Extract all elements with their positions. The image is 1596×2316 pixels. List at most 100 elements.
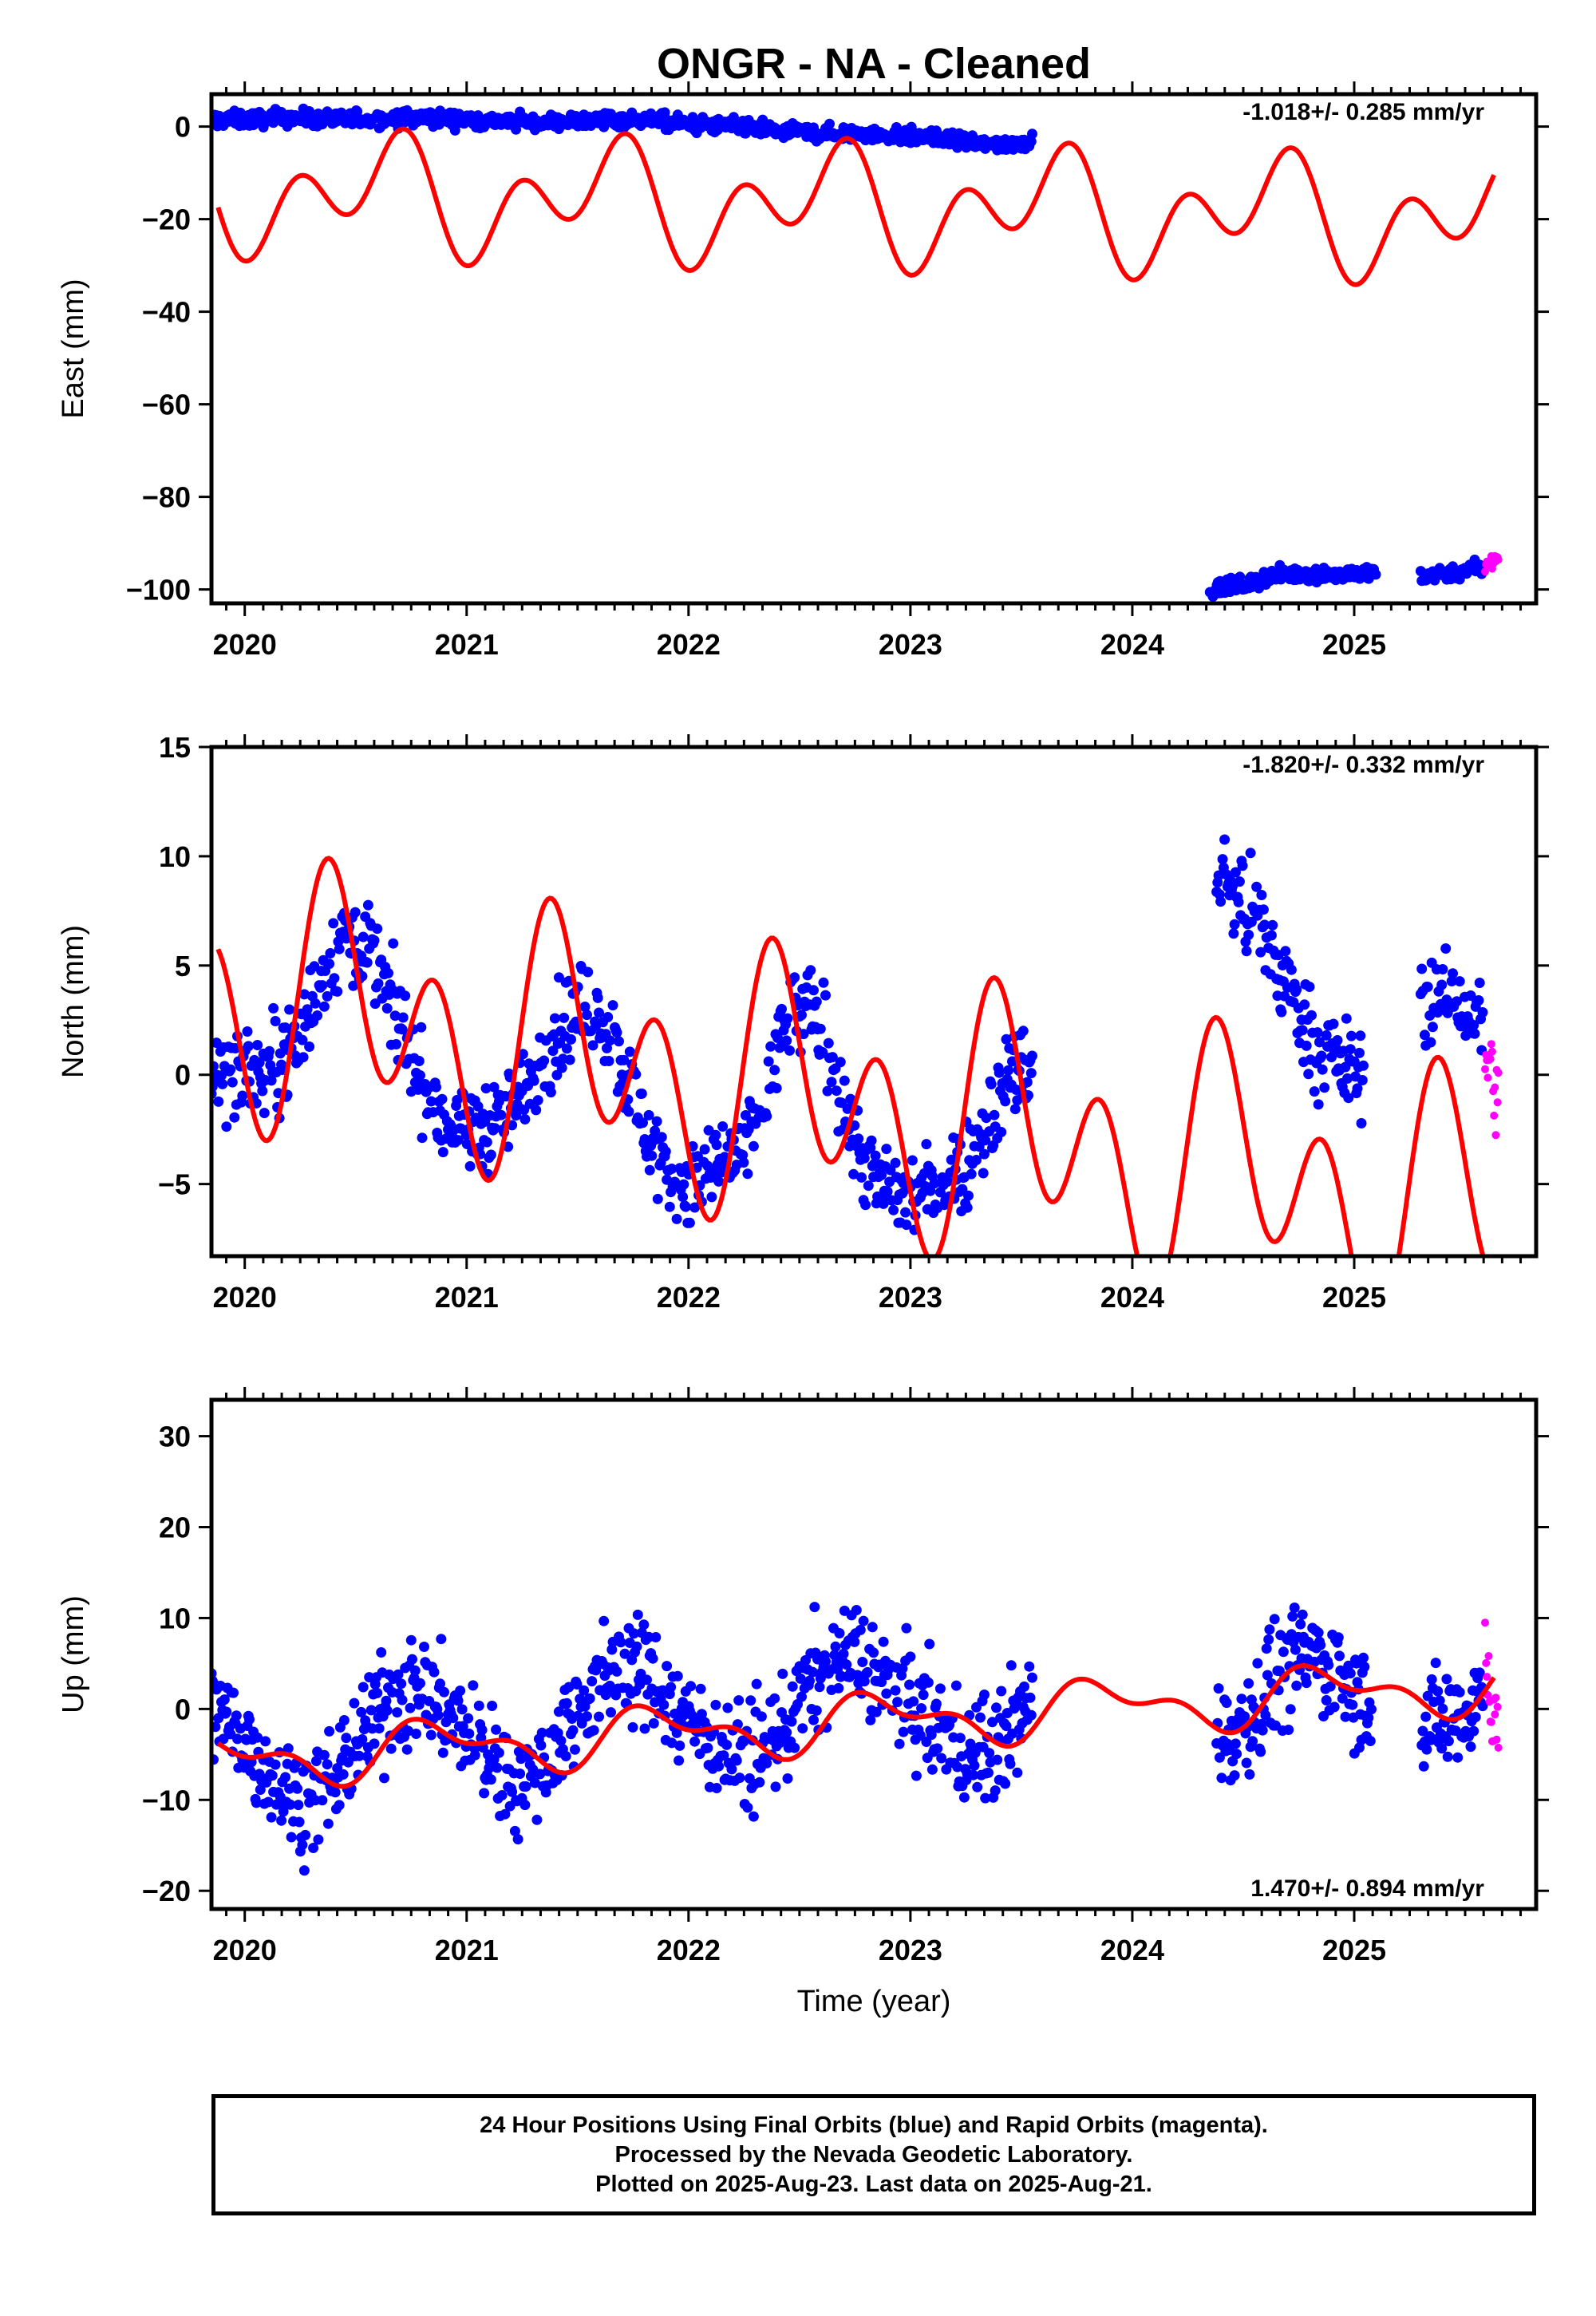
final-point bbox=[520, 1781, 531, 1792]
final-point bbox=[1465, 1741, 1476, 1753]
final-point bbox=[979, 1690, 990, 1700]
final-point bbox=[329, 973, 340, 984]
final-point bbox=[1258, 904, 1269, 915]
final-point bbox=[411, 1729, 421, 1739]
final-point bbox=[350, 907, 361, 918]
final-point bbox=[921, 1139, 932, 1150]
up-points bbox=[211, 1602, 1503, 1876]
final-point bbox=[564, 1054, 575, 1065]
final-point bbox=[1436, 979, 1448, 990]
final-point bbox=[1241, 946, 1252, 957]
final-point bbox=[1301, 1040, 1312, 1051]
final-point bbox=[376, 1647, 387, 1658]
final-point bbox=[942, 1176, 953, 1188]
final-point bbox=[330, 1787, 341, 1798]
final-point bbox=[823, 1037, 834, 1049]
final-point bbox=[782, 1013, 793, 1024]
final-point bbox=[356, 1706, 367, 1717]
final-point bbox=[628, 1628, 639, 1639]
final-point bbox=[1340, 1061, 1351, 1073]
final-point bbox=[334, 1800, 345, 1811]
final-point bbox=[963, 1190, 974, 1201]
x-tick-label: 2022 bbox=[657, 1281, 721, 1314]
final-point bbox=[1229, 919, 1240, 930]
final-point bbox=[978, 1168, 989, 1179]
final-point bbox=[1295, 1618, 1306, 1630]
final-point bbox=[545, 1087, 556, 1098]
rapid-point bbox=[1491, 1710, 1499, 1719]
final-point bbox=[270, 1759, 281, 1770]
final-point bbox=[1452, 996, 1462, 1007]
final-point bbox=[358, 1682, 369, 1693]
final-point bbox=[213, 1096, 224, 1107]
final-point bbox=[765, 1041, 776, 1052]
final-point bbox=[916, 1703, 927, 1714]
final-point bbox=[1442, 1751, 1453, 1762]
final-point bbox=[517, 1049, 528, 1060]
y-tick-label: 0 bbox=[175, 111, 191, 144]
x-tick-label: 2021 bbox=[435, 1281, 499, 1314]
caption-line-1: 24 Hour Positions Using Final Orbits (bl… bbox=[480, 2112, 1268, 2138]
final-point bbox=[647, 1653, 658, 1664]
final-point bbox=[786, 1716, 797, 1727]
final-point bbox=[1027, 128, 1037, 140]
east-y-axis-label: East (mm) bbox=[57, 279, 90, 418]
final-point bbox=[808, 1714, 819, 1725]
figure-title: ONGR - NA - Cleaned bbox=[657, 40, 1091, 88]
final-point bbox=[1021, 1077, 1033, 1088]
final-point bbox=[894, 1738, 905, 1749]
final-point bbox=[243, 1041, 254, 1052]
x-tick-label: 2022 bbox=[657, 1934, 721, 1966]
final-point bbox=[1216, 1773, 1227, 1784]
final-point bbox=[535, 1769, 546, 1780]
final-point bbox=[297, 1840, 308, 1851]
final-point bbox=[820, 990, 831, 1001]
final-point bbox=[425, 1096, 437, 1107]
final-point bbox=[1328, 1018, 1339, 1030]
final-point bbox=[1255, 1746, 1266, 1757]
final-point bbox=[1343, 1093, 1354, 1104]
final-point bbox=[1345, 1044, 1356, 1055]
final-point bbox=[710, 1129, 721, 1140]
final-point bbox=[594, 1007, 604, 1018]
final-point bbox=[1017, 1026, 1029, 1037]
final-point bbox=[742, 1168, 753, 1180]
final-point bbox=[244, 1714, 255, 1725]
rapid-point bbox=[1486, 1054, 1495, 1063]
y-tick-label: −60 bbox=[142, 389, 191, 421]
final-point bbox=[834, 1628, 845, 1638]
final-point bbox=[878, 1198, 889, 1209]
final-point bbox=[232, 1733, 243, 1745]
final-point bbox=[358, 931, 369, 943]
final-point bbox=[798, 1029, 809, 1040]
final-point bbox=[1420, 1711, 1432, 1722]
final-point bbox=[1437, 964, 1448, 974]
final-point bbox=[575, 1694, 586, 1705]
final-point bbox=[1266, 930, 1277, 941]
final-point bbox=[566, 1034, 576, 1045]
final-point bbox=[907, 1155, 918, 1166]
final-point bbox=[769, 1065, 780, 1076]
final-point bbox=[745, 1695, 757, 1706]
final-point bbox=[696, 1709, 707, 1720]
final-point bbox=[481, 1136, 492, 1148]
final-point bbox=[1256, 890, 1267, 900]
final-point bbox=[416, 1022, 427, 1033]
final-point bbox=[986, 1079, 997, 1090]
y-tick-label: −20 bbox=[142, 204, 191, 236]
final-point bbox=[992, 1754, 1003, 1765]
final-point bbox=[463, 1713, 474, 1724]
final-point bbox=[859, 1152, 870, 1164]
final-point bbox=[255, 1784, 266, 1795]
final-point bbox=[614, 1036, 624, 1047]
final-point bbox=[980, 1792, 991, 1804]
final-point bbox=[532, 1095, 543, 1106]
final-point bbox=[638, 1117, 648, 1128]
final-point bbox=[761, 1757, 772, 1769]
final-point bbox=[259, 1108, 270, 1119]
final-point bbox=[754, 1777, 765, 1788]
final-point bbox=[866, 1135, 877, 1146]
final-point bbox=[1333, 1632, 1344, 1643]
final-point bbox=[1262, 1670, 1273, 1681]
final-point bbox=[1001, 1721, 1012, 1732]
